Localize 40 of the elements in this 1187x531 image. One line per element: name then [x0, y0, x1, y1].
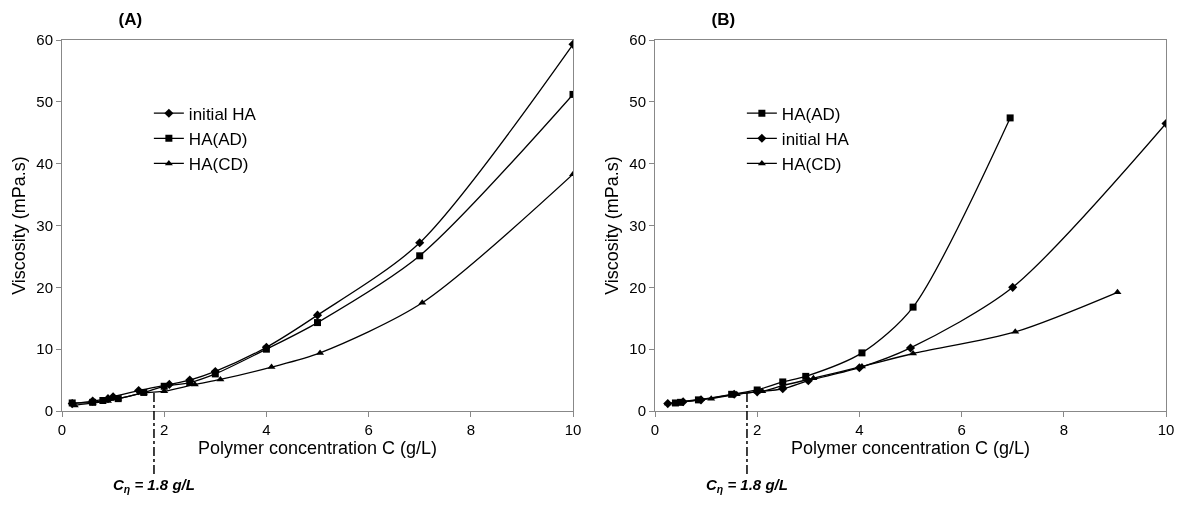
legend-label: HA(AD) [188, 129, 248, 149]
x-tick-label: 2 [753, 421, 762, 438]
x-axis-title: Polymer concentration C (g/L) [790, 438, 1031, 458]
y-tick-label: 10 [629, 340, 646, 358]
y-tick-label: 40 [36, 154, 53, 172]
y-tick-label: 40 [629, 154, 646, 172]
legend-label: HA(CD) [188, 155, 249, 175]
x-tick-label: 6 [957, 421, 966, 438]
y-tick-label: 20 [36, 278, 53, 296]
chart-title: (A) [118, 10, 143, 30]
x-tick-label: 8 [1059, 421, 1068, 438]
y-tick-label: 20 [629, 278, 646, 296]
ref-line-label: C$_{η}$ = 1.8 g/L [706, 476, 788, 496]
y-tick-label: 10 [36, 340, 53, 358]
y-axis-title: Viscosity (mPa.s) [8, 156, 29, 295]
y-tick-label: 50 [629, 93, 646, 111]
x-tick-label: 8 [466, 421, 475, 438]
x-tick-label: 4 [855, 421, 864, 438]
y-tick-label: 60 [629, 31, 646, 49]
legend-label: initial HA [781, 129, 850, 149]
x-tick-label: 10 [1157, 421, 1175, 438]
y-tick-label: 60 [36, 31, 53, 49]
x-tick-label: 4 [262, 421, 271, 438]
x-tick-label: 2 [160, 421, 169, 438]
ref-line-label: C$_{η}$ = 1.8 g/L [113, 476, 195, 496]
x-tick-label: 0 [57, 421, 67, 438]
legend-label: HA(CD) [781, 155, 842, 175]
chart-title: (B) [711, 10, 736, 30]
y-tick-label: 30 [36, 216, 53, 234]
y-tick-label: 0 [637, 402, 646, 420]
y-tick-label: 50 [36, 93, 53, 111]
x-axis-title: Polymer concentration C (g/L) [197, 438, 438, 458]
y-axis-title: Viscosity (mPa.s) [601, 156, 622, 295]
legend-label: initial HA [188, 104, 257, 124]
y-tick-label: 0 [44, 402, 53, 420]
x-tick-label: 10 [564, 421, 582, 438]
x-tick-label: 0 [650, 421, 660, 438]
y-tick-label: 30 [629, 216, 646, 234]
x-tick-label: 6 [364, 421, 373, 438]
legend-label: HA(AD) [781, 104, 841, 124]
